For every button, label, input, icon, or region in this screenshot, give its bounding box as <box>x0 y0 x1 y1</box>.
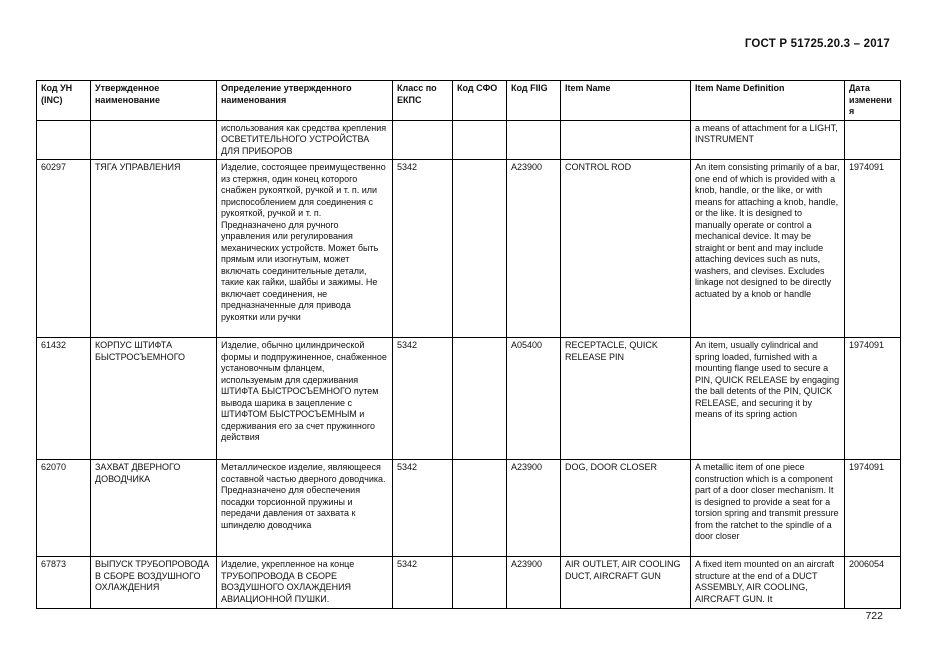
column-header: Item Name <box>560 80 691 121</box>
table-cell: 2006054 <box>844 556 901 609</box>
table-cell: RECEPTACLE, QUICK RELEASE PIN <box>560 337 691 460</box>
table-cell: DOG, DOOR CLOSER <box>560 459 691 557</box>
table-cell: КОРПУС ШТИФТА БЫСТРОСЪЕМНОГО <box>90 337 217 460</box>
table-cell: 61432 <box>36 337 91 460</box>
column-header: Код FIIG <box>506 80 561 121</box>
table-cell: 5342 <box>392 556 453 609</box>
table-cell: An item, usually cylindrical and spring … <box>690 337 845 460</box>
column-header: Утвержденное наименование <box>90 80 217 121</box>
inc-table: Код УН (INC) Утвержденное наименование Опр… <box>36 80 901 609</box>
table-cell: A05400 <box>506 337 561 460</box>
table-cell: 5342 <box>392 159 453 338</box>
table-row: 61432 КОРПУС ШТИФТА БЫСТРОСЪЕМНОГО Изделие… <box>36 337 901 460</box>
table-cell: AIR OUTLET, AIR COOLING DUCT, AIRCRAFT G… <box>560 556 691 609</box>
table-cell: An item consisting primarily of a bar, o… <box>690 159 845 338</box>
table-cell: A23900 <box>506 556 561 609</box>
column-header: Код УН (INC) <box>36 80 91 121</box>
table-cell: ВЫПУСК ТРУБОПРОВОДА В СБОРЕ ВОЗДУШНОГО О… <box>90 556 217 609</box>
table-cell <box>452 556 507 609</box>
table-cell <box>506 119 561 160</box>
table-cell: A23900 <box>506 159 561 338</box>
table-row: 60297 ТЯГА УПРАВЛЕНИЯ Изделие, состоящее п… <box>36 159 901 338</box>
table-cell <box>560 119 691 160</box>
table-row: 62070 ЗАХВАТ ДВЕРНОГО ДОВОДЧИКА Металличес… <box>36 459 901 557</box>
column-header: Определение утвержденного наименования <box>216 80 393 121</box>
document-standard-number: ГОСТ Р 51725.20.3 – 2017 <box>744 38 890 50</box>
table-cell: 1974091 <box>844 459 901 557</box>
table-cell: ТЯГА УПРАВЛЕНИЯ <box>90 159 217 338</box>
table-cell <box>36 119 91 160</box>
table-cell: Изделие, обычно цилиндрической формы и п… <box>216 337 393 460</box>
table-cell <box>844 119 901 160</box>
table-cell: CONTROL ROD <box>560 159 691 338</box>
table-cell: Металлическое изделие, являющееся состав… <box>216 459 393 557</box>
table-row: использования как средства крепления ОСВ… <box>36 119 901 160</box>
table-cell <box>452 159 507 338</box>
table-cell <box>452 119 507 160</box>
table-cell: A23900 <box>506 459 561 557</box>
table-cell: 1974091 <box>844 337 901 460</box>
table-cell: 67873 <box>36 556 91 609</box>
table-cell: 62070 <box>36 459 91 557</box>
column-header: Код СФО <box>452 80 507 121</box>
table-body: использования как средства крепления ОСВ… <box>36 119 901 609</box>
table-header-row: Код УН (INC) Утвержденное наименование Опр… <box>36 80 901 121</box>
table-cell: A fixed item mounted on an aircraft stru… <box>690 556 845 609</box>
table-cell: a means of attachment for a LIGHT, INSTR… <box>690 119 845 160</box>
table-cell <box>452 337 507 460</box>
column-header: Класс по ЕКПС <box>392 80 453 121</box>
table-cell: ЗАХВАТ ДВЕРНОГО ДОВОДЧИКА <box>90 459 217 557</box>
column-header: Item Name Definition <box>690 80 845 121</box>
table-row: 67873 ВЫПУСК ТРУБОПРОВОДА В СБОРЕ ВОЗДУШН… <box>36 556 901 609</box>
table-cell: 60297 <box>36 159 91 338</box>
table-cell: A metallic item of one piece constructio… <box>690 459 845 557</box>
table-cell: 1974091 <box>844 159 901 338</box>
table-cell: Изделие, состоящее преимущественно из ст… <box>216 159 393 338</box>
table-cell <box>392 119 453 160</box>
table-cell: использования как средства крепления ОСВ… <box>216 119 393 160</box>
table-cell: 5342 <box>392 337 453 460</box>
table-cell: 5342 <box>392 459 453 557</box>
column-header: Дата изменения <box>844 80 901 121</box>
table-cell: Изделие, укрепленное на конце ТРУБОПРОВО… <box>216 556 393 609</box>
table-cell <box>452 459 507 557</box>
page-number: 722 <box>865 610 883 622</box>
table-cell <box>90 119 217 160</box>
